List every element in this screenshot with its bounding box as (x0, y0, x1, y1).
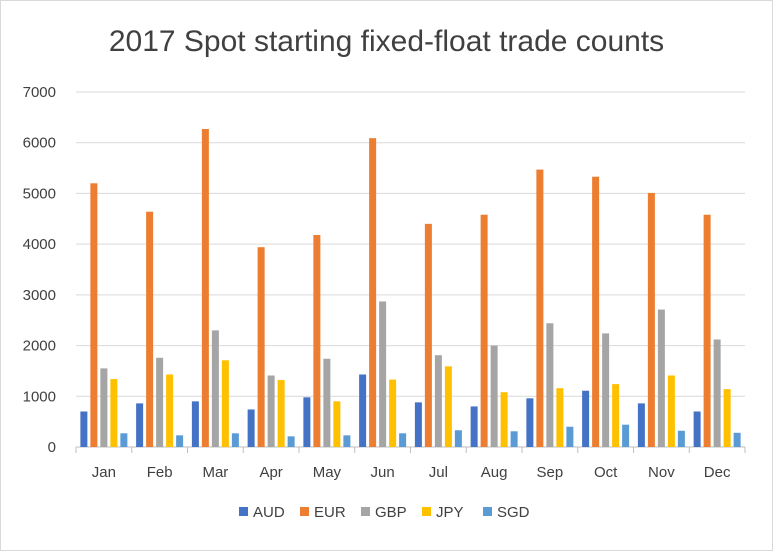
bar-eur (424, 223, 432, 447)
bar-jpy (667, 375, 675, 447)
bar-gbp (713, 339, 721, 447)
bar-jpy (500, 392, 508, 447)
legend-label-jpy: JPY (436, 504, 464, 521)
bar-gbp (156, 357, 164, 447)
x-tick-label: Sep (537, 464, 564, 481)
legend-swatch-sgd (483, 507, 492, 516)
y-tick-label: 1000 (23, 388, 56, 405)
x-tick-label: May (313, 464, 342, 481)
bar-sgd (566, 426, 574, 447)
bar-sgd (622, 424, 630, 447)
bar-eur (703, 214, 711, 447)
gridlines (76, 91, 745, 397)
y-tick-label: 3000 (23, 287, 56, 304)
bar-sgd (510, 431, 518, 447)
bar-sgd (399, 433, 407, 447)
bar-jpy (110, 379, 118, 447)
bar-sgd (287, 436, 295, 447)
legend-label-aud: AUD (253, 504, 285, 521)
bar-gbp (267, 375, 275, 447)
bar-eur (480, 214, 488, 447)
bar-gbp (602, 333, 610, 447)
bar-jpy (556, 388, 564, 447)
x-tick-label: Jan (92, 464, 116, 481)
axes: 0 1000 2000 3000 4000 5000 6000 7000 Jan Feb Mar Ap… (23, 84, 746, 481)
bar-jpy (612, 384, 620, 447)
bar-eur (647, 192, 655, 447)
x-tick-label: Oct (594, 464, 618, 481)
x-tick-label: Feb (147, 464, 173, 481)
legend-label-eur: EUR (314, 504, 346, 521)
bar-sgd (176, 435, 184, 447)
y-tick-label: 4000 (23, 236, 56, 253)
y-tick-label: 7000 (23, 84, 56, 101)
bar-eur (536, 169, 544, 448)
y-tick-label: 5000 (23, 185, 56, 202)
bar-gbp (434, 355, 442, 447)
y-tick-label: 2000 (23, 338, 56, 355)
bar-aud (526, 398, 534, 447)
bar-aud (414, 402, 422, 447)
bar-jpy (444, 366, 452, 447)
bar-aud (582, 390, 590, 447)
y-tick-label: 0 (48, 439, 56, 456)
bar-gbp (657, 309, 665, 447)
legend-swatch-eur (300, 507, 309, 516)
legend-label-gbp: GBP (375, 504, 407, 521)
bar-eur (90, 183, 98, 448)
bar-gbp (211, 330, 219, 447)
bar-sgd (343, 435, 351, 447)
bar-aud (303, 397, 311, 447)
bar-aud (80, 411, 88, 447)
bar-gbp (379, 301, 387, 447)
bar-sgd (231, 433, 239, 447)
bar-eur (257, 247, 265, 447)
bar-jpy (221, 360, 229, 447)
x-tick-label: Apr (259, 464, 282, 481)
bar-sgd (454, 430, 462, 447)
legend-swatch-gbp (361, 507, 370, 516)
x-tick-label: Jun (371, 464, 395, 481)
y-tick-label: 6000 (23, 135, 56, 152)
bar-eur (201, 129, 209, 447)
bar-gbp (100, 368, 108, 447)
bar-jpy (277, 380, 285, 447)
bar-jpy (166, 374, 174, 447)
bar-jpy (723, 389, 731, 447)
bar-sgd (677, 430, 685, 447)
bar-aud (247, 409, 255, 447)
legend: AUD EUR GBP JPY SGD (239, 504, 530, 521)
legend-swatch-jpy (422, 507, 431, 516)
bar-eur (592, 176, 600, 447)
bar-jpy (333, 401, 341, 447)
bar-eur (369, 138, 377, 447)
x-tick-label: Nov (648, 464, 675, 481)
bar-aud (191, 401, 199, 447)
bar-gbp (323, 358, 331, 447)
x-tick-label: Dec (704, 464, 731, 481)
x-tick-label: Aug (481, 464, 508, 481)
bar-gbp (490, 345, 498, 447)
bar-sgd (120, 433, 128, 447)
x-tick-label: Mar (202, 464, 228, 481)
bar-aud (693, 411, 701, 447)
bar-aud (359, 374, 367, 447)
bar-aud (136, 403, 144, 447)
x-tick-label: Jul (429, 464, 448, 481)
legend-label-sgd: SGD (497, 504, 530, 521)
legend-swatch-aud (239, 507, 248, 516)
bars (80, 129, 741, 448)
bar-sgd (733, 432, 741, 447)
bar-gbp (546, 323, 554, 447)
bar-jpy (389, 379, 397, 447)
bar-eur (313, 235, 321, 447)
chart-title: 2017 Spot starting fixed-float trade cou… (108, 25, 665, 58)
bar-aud (470, 406, 478, 447)
bar-aud (637, 403, 645, 447)
bar-eur (146, 211, 154, 447)
